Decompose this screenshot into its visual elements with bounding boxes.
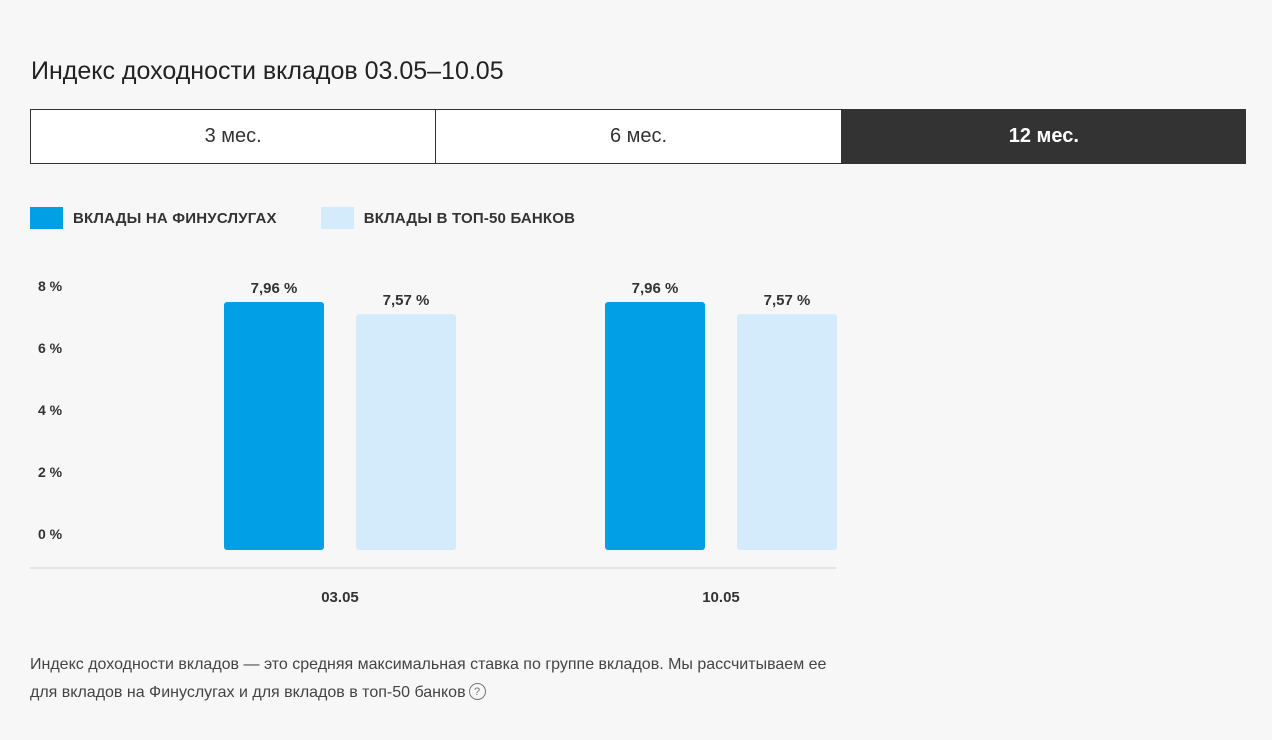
data-label: 7,96 %	[632, 280, 679, 297]
bar-chart: 8 % 6 % 4 % 2 % 0 % 7,96 % 7,57 % 03.05 7,96 % 7,…	[30, 278, 837, 606]
chart-legend: ВКЛАДЫ НА ФИНУСЛУГАХ ВКЛАДЫ В ТОП-50 БАН…	[30, 207, 619, 229]
bar-top50	[737, 314, 837, 550]
index-description: Индекс доходности вкладов — это средняя …	[30, 651, 850, 707]
legend-label-top50: ВКЛАДЫ В ТОП-50 БАНКОВ	[363, 209, 576, 227]
x-tick-label: 03.05	[321, 589, 359, 606]
y-tick-label: 0 %	[38, 526, 63, 542]
x-tick-label: 10.05	[702, 589, 740, 606]
legend-swatch-primary	[30, 207, 63, 229]
legend-label-finuslugi: ВКЛАДЫ НА ФИНУСЛУГАХ	[73, 209, 277, 227]
legend-item-finuslugi: ВКЛАДЫ НА ФИНУСЛУГАХ	[30, 207, 277, 229]
legend-swatch-secondary	[320, 207, 354, 229]
description-text: Индекс доходности вкладов — это средняя …	[30, 656, 827, 701]
data-label: 7,57 %	[383, 292, 430, 309]
y-tick-label: 4 %	[38, 402, 63, 418]
tab-6-months[interactable]: 6 мес.	[435, 109, 841, 164]
chart-title: Индекс доходности вкладов 03.05–10.05	[31, 57, 504, 85]
y-tick-label: 8 %	[38, 278, 63, 294]
data-label: 7,57 %	[764, 292, 811, 309]
y-tick-label: 2 %	[38, 464, 63, 480]
tab-3-months[interactable]: 3 мес.	[30, 109, 436, 164]
data-label: 7,96 %	[251, 280, 298, 297]
bar-finuslugi	[224, 302, 324, 550]
tab-12-months[interactable]: 12 мес.	[840, 109, 1246, 164]
help-icon[interactable]: ?	[468, 683, 486, 701]
legend-item-top50: ВКЛАДЫ В ТОП-50 БАНКОВ	[320, 207, 576, 229]
bar-finuslugi	[605, 302, 705, 550]
bar-top50	[356, 314, 456, 550]
y-tick-label: 6 %	[38, 340, 63, 356]
period-tabs: 3 мес. 6 мес. 12 мес.	[30, 109, 1246, 164]
